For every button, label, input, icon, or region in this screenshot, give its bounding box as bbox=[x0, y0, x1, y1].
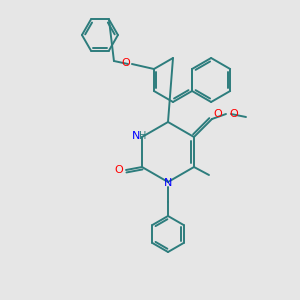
Text: H: H bbox=[139, 131, 147, 141]
Text: O: O bbox=[122, 58, 130, 68]
Text: O: O bbox=[230, 109, 238, 119]
Text: O: O bbox=[214, 109, 222, 119]
Text: N: N bbox=[164, 178, 172, 188]
Text: O: O bbox=[115, 165, 123, 175]
Text: N: N bbox=[132, 131, 140, 141]
